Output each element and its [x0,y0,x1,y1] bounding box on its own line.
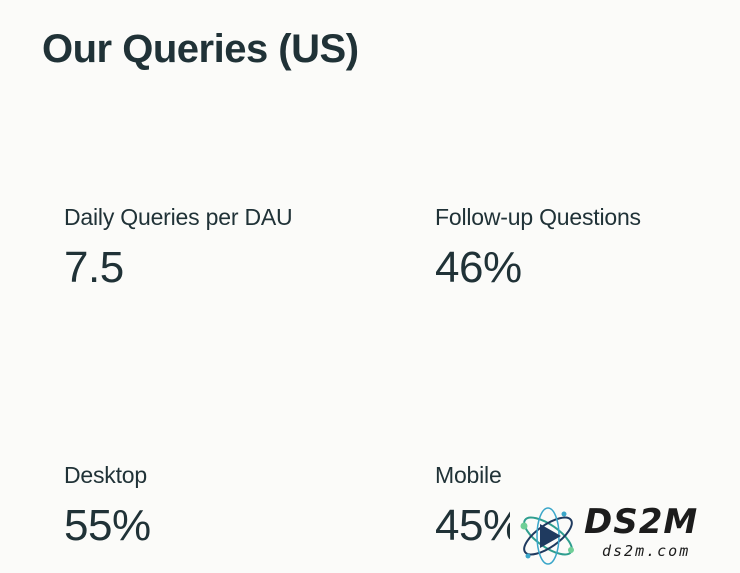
watermark-brand: DS2M [584,502,699,542]
metric-value: 45% [435,501,522,550]
metric-value: 46% [435,243,522,292]
metric-label: Daily Queries per DAU [64,204,293,230]
metric-label: Mobile [435,462,502,488]
metric-daily-queries-per-dau: Daily Queries per DAU 7.5 [64,203,293,293]
metric-value: 7.5 [64,243,124,292]
metric-mobile: Mobile 45% [435,461,522,551]
watermark: DS2M ds2m.com [510,500,736,570]
atom-play-logo-icon [520,507,574,565]
metric-label: Desktop [64,462,147,488]
metric-desktop: Desktop 55% [64,461,151,551]
page-title: Our Queries (US) [42,27,359,71]
metric-label: Follow-up Questions [435,204,641,230]
watermark-domain: ds2m.com [602,542,691,560]
metric-follow-up-questions: Follow-up Questions 46% [435,203,641,293]
metric-value: 55% [64,501,151,550]
